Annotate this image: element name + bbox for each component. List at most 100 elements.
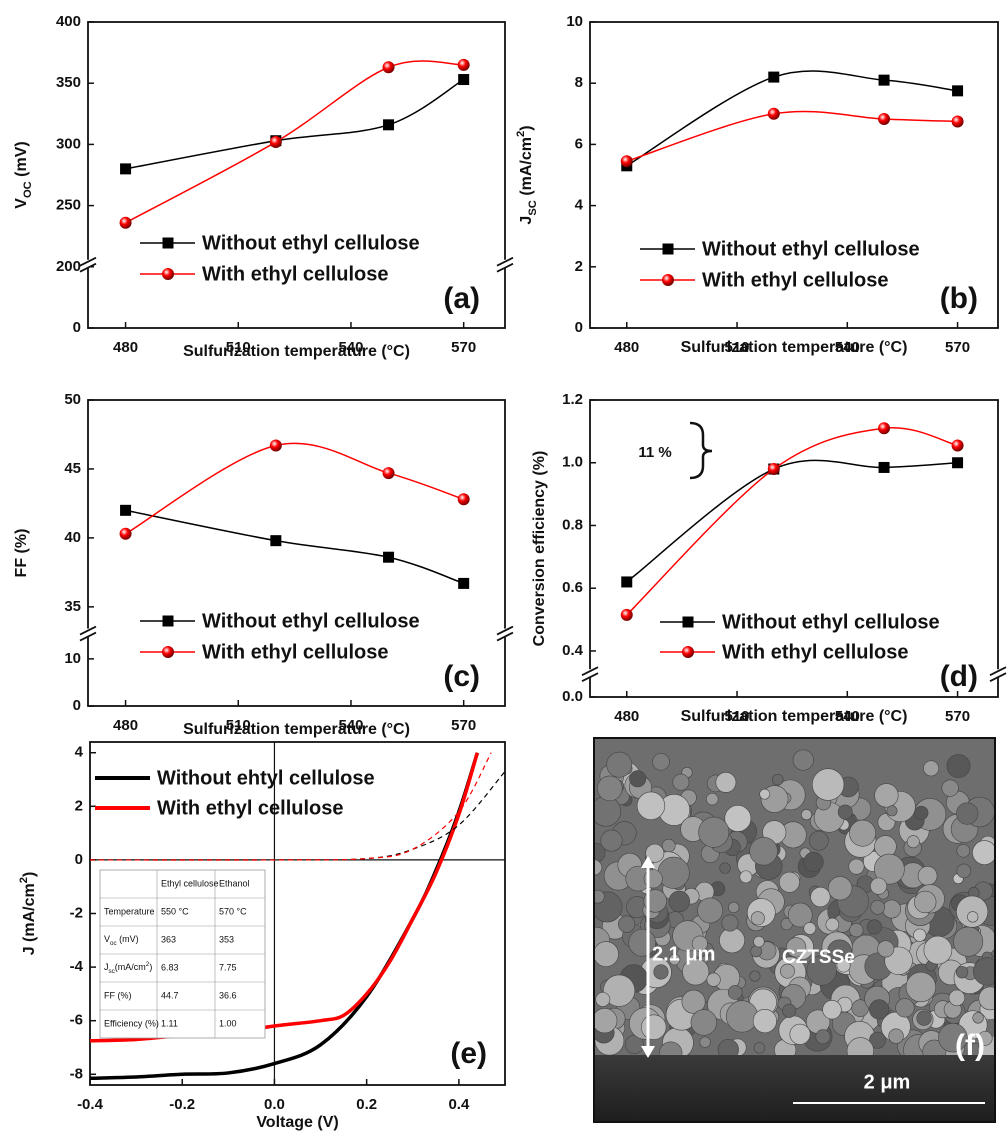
grain — [823, 1000, 842, 1019]
panel-label: (b) — [940, 282, 978, 315]
y-tick-label: 35 — [64, 598, 81, 615]
x-tick-label: 0.4 — [448, 1096, 470, 1113]
marker — [879, 462, 890, 473]
marker — [458, 59, 470, 71]
grain — [906, 972, 936, 1002]
marker — [270, 535, 281, 546]
x-tick-label: 0.2 — [356, 1096, 377, 1113]
y-tick-label: 0.6 — [562, 579, 583, 596]
marker — [383, 552, 394, 563]
legend-label: With ethyl cellulose — [702, 269, 889, 291]
grain — [973, 958, 1001, 986]
y-axis-label-part: (mA/cm — [518, 137, 535, 200]
grain — [924, 936, 952, 964]
y-tick-label: 1.2 — [562, 391, 583, 408]
grain — [750, 837, 778, 865]
grain — [654, 965, 668, 979]
grain — [896, 999, 915, 1018]
marker — [768, 72, 779, 83]
y-tick-label: -8 — [70, 1065, 83, 1082]
y-tick-label: 10 — [64, 650, 81, 667]
y-tick-label: 0.4 — [562, 642, 584, 659]
grain — [811, 887, 831, 907]
y-tick-label: 300 — [56, 135, 81, 152]
grain — [804, 922, 816, 934]
grain — [889, 1029, 904, 1044]
grain — [907, 836, 919, 848]
x-axis-label: Sulfurization temperature (°C) — [681, 339, 908, 356]
grain — [849, 859, 864, 874]
legend-label: With ethyl cellulose — [202, 263, 389, 285]
series-line — [627, 111, 958, 161]
y-tick-label: 50 — [64, 391, 81, 408]
grain — [728, 902, 739, 913]
y-axis-label-part: ) — [518, 125, 535, 130]
y-axis-label: Conversion efficiency (%) — [531, 451, 548, 647]
grain — [673, 774, 689, 790]
grain — [597, 776, 622, 801]
y-tick-label: 0 — [575, 319, 583, 336]
y-tick-label: 400 — [56, 13, 81, 30]
y-tick-label: -2 — [70, 904, 83, 921]
scale-bar-label: 2 μm — [864, 1071, 911, 1093]
y-tick-label: 0.8 — [562, 516, 583, 533]
grain — [826, 918, 839, 931]
y-tick-label: 40 — [64, 529, 81, 546]
table-cell-part: ) — [149, 962, 152, 972]
grain — [618, 916, 635, 933]
marker — [458, 493, 470, 505]
grain — [658, 857, 690, 889]
table-cell: 363 — [161, 934, 176, 944]
marker — [621, 609, 633, 621]
grain — [816, 1030, 830, 1044]
grain — [917, 1011, 932, 1026]
marker — [120, 163, 131, 174]
grain — [942, 780, 959, 797]
y-axis-label-part: J (mA/cm — [21, 883, 38, 955]
table-cell-part: oc — [110, 940, 117, 947]
legend-marker — [163, 616, 174, 627]
grain — [753, 1009, 776, 1032]
legend-label: Without ethyl cellulose — [202, 232, 420, 254]
table-cell: 1.11 — [161, 1018, 178, 1028]
panel-label: (e) — [450, 1037, 487, 1070]
marker — [952, 85, 963, 96]
y-tick-label: 45 — [64, 460, 81, 477]
grain — [874, 836, 896, 858]
table-cell: 353 — [219, 934, 234, 944]
series-line — [627, 71, 958, 166]
y-tick-label: 0 — [73, 319, 81, 336]
grain — [878, 941, 894, 957]
grain — [914, 891, 936, 913]
table-cell: 6.83 — [161, 962, 179, 972]
y-axis-label: FF (%) — [13, 529, 30, 578]
y-tick-label: 6 — [575, 135, 583, 152]
grain — [849, 820, 875, 846]
grain — [641, 1015, 666, 1040]
grain — [591, 796, 621, 826]
table-cell: 36.6 — [219, 990, 237, 1000]
grain — [956, 803, 978, 825]
y-axis-label-part: J — [518, 216, 535, 225]
table-header: Ethanol — [219, 878, 250, 888]
legend-marker — [162, 646, 174, 658]
marker — [458, 74, 469, 85]
panel-label: (d) — [940, 660, 978, 693]
table-cell: FF (%) — [104, 990, 132, 1000]
grain — [918, 866, 937, 885]
x-tick-label: -0.2 — [169, 1096, 195, 1113]
grain — [754, 1042, 765, 1053]
grain — [979, 987, 1002, 1010]
grain — [728, 985, 742, 999]
legend-label: Without ehtyl cellulose — [157, 767, 375, 789]
y-tick-label: 0.0 — [562, 688, 583, 705]
grain — [828, 876, 852, 900]
grain — [869, 1000, 888, 1019]
series-line — [126, 80, 464, 169]
x-tick-label: 570 — [451, 339, 476, 356]
thickness-label: 2.1 μm — [652, 943, 715, 965]
y-tick-label: 250 — [56, 197, 81, 214]
grain — [804, 852, 824, 872]
legend-label: Without ethyl cellulose — [202, 610, 420, 632]
x-tick-label: 480 — [113, 717, 138, 734]
